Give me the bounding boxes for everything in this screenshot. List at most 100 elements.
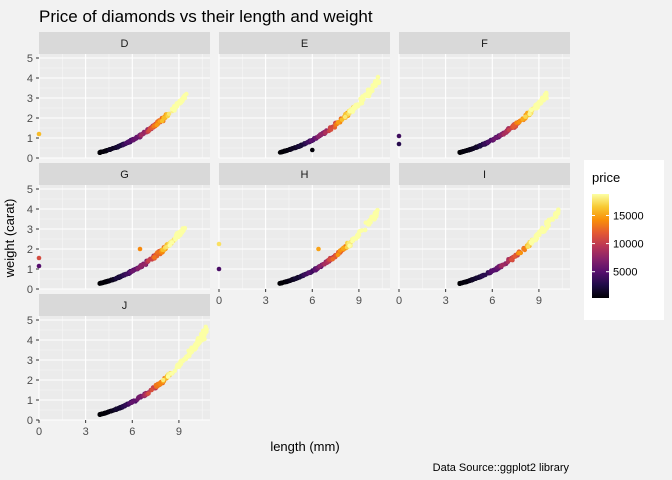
data-point	[36, 263, 42, 269]
data-point	[372, 211, 377, 216]
y-tick-label: 0	[27, 153, 33, 165]
facet-strip	[39, 163, 210, 185]
data-point	[297, 143, 302, 149]
data-point	[318, 132, 324, 137]
y-tick-label: 2	[27, 113, 33, 125]
data-point	[323, 130, 328, 136]
data-point	[158, 382, 163, 387]
facet-strip	[39, 294, 210, 316]
data-point	[154, 122, 159, 128]
facet-panel-e: E	[218, 32, 390, 159]
data-point	[316, 246, 321, 252]
x-tick-label: 3	[83, 426, 89, 438]
data-point	[363, 227, 368, 233]
legend: price 5000 10000 15000	[584, 160, 664, 320]
facet-strip-label: E	[301, 38, 308, 50]
y-axis-label: weight (carat)	[2, 199, 17, 279]
x-tick-label: 6	[129, 426, 135, 438]
facet-strip	[39, 32, 210, 54]
data-point	[278, 280, 283, 286]
data-point	[146, 258, 151, 263]
data-point	[138, 133, 144, 138]
data-point	[308, 138, 314, 143]
y-tick-label: 5	[27, 184, 33, 196]
data-point	[216, 266, 222, 272]
data-point	[474, 275, 479, 281]
panel-background	[399, 185, 570, 289]
panel-background	[399, 54, 570, 158]
data-point	[178, 98, 183, 103]
data-point	[375, 74, 381, 80]
data-point	[330, 257, 335, 262]
data-point	[306, 271, 311, 276]
y-tick-label: 2	[27, 375, 33, 387]
data-point	[160, 118, 165, 124]
facet-strip-label: J	[122, 300, 128, 312]
data-point	[181, 357, 187, 362]
facet-strip-label: G	[120, 169, 129, 181]
data-point	[310, 147, 315, 153]
data-point	[361, 94, 366, 99]
data-point	[149, 387, 154, 393]
data-point	[116, 144, 122, 149]
data-point	[179, 230, 185, 235]
data-point	[485, 140, 491, 145]
data-point	[366, 93, 372, 99]
legend-tick-label: 10000	[613, 239, 644, 251]
y-tick-label: 1	[27, 264, 33, 276]
data-point	[535, 101, 541, 106]
facet-panel-g: G 0 1 2 3 4 5	[27, 163, 210, 296]
data-point	[195, 336, 201, 341]
data-point	[335, 120, 341, 125]
x-tick-label: 0	[36, 426, 42, 438]
x-tick-label: 6	[489, 295, 495, 307]
facet-panel-j: J 0 1 2 3 4 5 0 3 6 9	[27, 294, 210, 438]
data-point	[520, 117, 525, 122]
data-point	[517, 251, 522, 256]
data-point	[554, 212, 559, 217]
y-tick-label: 4	[27, 335, 33, 347]
data-point	[471, 277, 476, 282]
data-point	[139, 262, 144, 268]
data-point	[137, 246, 143, 252]
data-point	[529, 241, 534, 246]
data-point	[152, 255, 157, 260]
data-point	[546, 223, 551, 228]
data-point	[302, 272, 307, 278]
data-point	[535, 104, 540, 109]
data-point	[359, 101, 365, 106]
data-point	[350, 108, 356, 114]
data-point	[355, 234, 361, 239]
data-point	[461, 149, 466, 154]
data-point	[190, 346, 196, 352]
facet-strip-label: F	[481, 38, 488, 50]
data-point	[506, 127, 512, 133]
legend-colorbar	[592, 194, 609, 298]
x-tick-label: 3	[263, 295, 269, 307]
facet-panels: D 0 1 2 3 4 5 E F G 0 1 2 3 4 5 H 0 3 6 9 I 0 3 6 9 J 0 1 2 3 4 5 0 3 6 9	[27, 32, 570, 438]
data-point	[292, 276, 298, 281]
y-tick-label: 1	[27, 133, 33, 145]
data-point	[161, 377, 166, 383]
data-point	[339, 117, 345, 122]
panel-background	[39, 316, 210, 420]
legend-ticks: 5000 10000 15000	[592, 210, 644, 279]
data-point	[533, 236, 539, 241]
data-point	[100, 280, 105, 285]
facet-strip	[219, 32, 390, 54]
data-point	[509, 257, 514, 262]
data-point	[540, 228, 546, 233]
data-point	[517, 120, 522, 125]
data-point	[165, 374, 171, 379]
chart-title: Price of diamonds vs their length and we…	[39, 7, 373, 26]
x-tick-label: 9	[356, 295, 362, 307]
facet-strip-label: I	[483, 169, 486, 181]
data-point	[134, 136, 139, 141]
x-tick-label: 3	[443, 295, 449, 307]
data-point	[527, 111, 532, 117]
data-point	[370, 85, 376, 90]
x-tick-label: 6	[309, 295, 315, 307]
facet-strip-label: H	[301, 169, 309, 181]
data-point	[171, 106, 176, 112]
